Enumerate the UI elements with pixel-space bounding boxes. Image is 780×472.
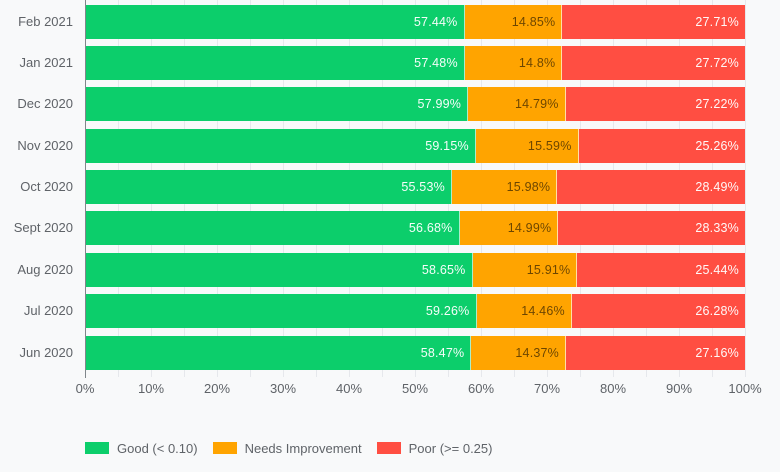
bar-segment-needs-improvement[interactable]: 14.85% — [464, 4, 563, 39]
bar-segment-good[interactable]: 59.15% — [86, 128, 476, 163]
bar-row: 58.65% 15.91% 25.44% — [86, 252, 745, 287]
bar-segment-poor[interactable]: 27.22% — [565, 87, 745, 122]
bar-segment-needs-improvement[interactable]: 14.8% — [464, 45, 563, 80]
legend-item[interactable]: Good (< 0.10) — [85, 441, 198, 456]
x-axis-label: 70% — [533, 381, 561, 396]
bar-value-label: 59.26% — [425, 304, 470, 319]
x-axis-label: 20% — [203, 381, 231, 396]
plot-area: 57.44% 14.85% 27.71% 57.48% 14.8% 27.72% 57.99… — [85, 0, 746, 378]
x-axis-label: 50% — [401, 381, 429, 396]
legend-item[interactable]: Needs Improvement — [212, 440, 362, 456]
y-axis-label: Nov 2020 — [17, 137, 73, 153]
bar-value-label: 56.68% — [408, 221, 453, 236]
bar-segment-poor[interactable]: 25.44% — [577, 252, 745, 287]
bar-value-label: 57.44% — [413, 14, 458, 29]
bar-segment-good[interactable]: 57.48% — [86, 45, 465, 80]
bar-segment-poor[interactable]: 28.49% — [557, 170, 745, 204]
bar-row: 57.44% 14.85% 27.71% — [86, 4, 745, 39]
bar-row: 55.53% 15.98% 28.49% — [86, 170, 745, 204]
bar-segment-needs-improvement[interactable]: 14.37% — [471, 335, 566, 370]
x-axis-label: 40% — [335, 381, 363, 396]
bar-value-label: 14.46% — [521, 304, 565, 319]
x-axis-label: 10% — [137, 381, 165, 396]
bar-value-label: 58.47% — [420, 345, 465, 360]
bar-segment-good[interactable]: 59.26% — [86, 294, 477, 329]
y-axis-label: Aug 2020 — [17, 261, 73, 277]
bar-segment-poor[interactable]: 27.16% — [566, 335, 745, 370]
bar-value-label: 28.33% — [695, 221, 739, 236]
y-axis-label: Oct 2020 — [20, 179, 73, 194]
bar-segment-needs-improvement[interactable]: 14.79% — [468, 87, 566, 122]
bar-row: 58.47% 14.37% 27.16% — [86, 335, 745, 370]
x-axis-label: 30% — [269, 381, 297, 396]
bar-value-label: 57.99% — [417, 97, 462, 112]
bar-segment-poor[interactable]: 28.33% — [558, 211, 745, 246]
y-axis-label: Sept 2020 — [13, 220, 73, 236]
y-axis-label: Dec 2020 — [17, 96, 73, 112]
legend-label: Poor (>= 0.25) — [408, 440, 493, 456]
gridline — [745, 0, 746, 377]
bar-value-label: 26.28% — [695, 304, 739, 319]
bar-value-label: 14.37% — [515, 345, 559, 360]
bar-value-label: 27.72% — [695, 55, 739, 70]
bar-value-label: 55.53% — [401, 180, 445, 194]
bar-segment-good[interactable]: 55.53% — [86, 170, 452, 204]
bar-value-label: 14.85% — [511, 14, 556, 29]
x-axis-label: 90% — [665, 381, 693, 396]
bar-segment-needs-improvement[interactable]: 14.46% — [476, 294, 572, 329]
bar-value-label: 14.79% — [514, 97, 559, 112]
bar-row: 57.99% 14.79% 27.22% — [86, 87, 745, 122]
bar-value-label: 14.99% — [507, 221, 552, 236]
bar-segment-good[interactable]: 57.99% — [86, 87, 469, 122]
x-axis-label: 80% — [599, 381, 627, 396]
bar-value-label: 15.91% — [526, 262, 571, 277]
x-axis-label: 60% — [467, 381, 495, 396]
bar-segment-good[interactable]: 56.68% — [86, 211, 460, 246]
bar-segment-needs-improvement[interactable]: 14.99% — [459, 211, 559, 246]
legend-label: Needs Improvement — [244, 440, 362, 456]
bar-value-label: 58.65% — [421, 262, 466, 277]
bar-value-label: 15.98% — [506, 180, 551, 194]
bar-value-label: 59.15% — [425, 138, 469, 153]
bar-segment-good[interactable]: 57.44% — [86, 4, 465, 39]
bar-segment-good[interactable]: 58.65% — [86, 252, 473, 287]
bar-value-label: 27.16% — [695, 345, 739, 360]
bar-value-label: 15.59% — [527, 138, 572, 153]
bar-segment-poor[interactable]: 27.72% — [562, 45, 745, 80]
bar-value-label: 25.26% — [695, 138, 739, 153]
bar-value-label: 57.48% — [414, 55, 458, 70]
y-axis-label: Jan 2021 — [19, 54, 74, 70]
bar-row: 57.48% 14.8% 27.72% — [86, 45, 745, 80]
bar-value-label: 28.49% — [695, 180, 739, 194]
bar-segment-good[interactable]: 58.47% — [86, 335, 472, 370]
bar-value-label: 27.71% — [695, 14, 739, 29]
bar-value-label: 14.8% — [518, 55, 556, 70]
legend-swatch-needs-improvement — [212, 442, 237, 454]
bar-segment-needs-improvement[interactable]: 15.98% — [451, 170, 558, 204]
x-axis-label: 100% — [728, 381, 762, 396]
legend-swatch-good — [85, 442, 109, 454]
bar-value-label: 25.44% — [695, 262, 739, 277]
axis-baseline — [85, 0, 86, 378]
x-axis-label: 0% — [75, 381, 95, 396]
bar-segment-needs-improvement[interactable]: 15.59% — [475, 128, 579, 163]
bar-segment-poor[interactable]: 26.28% — [571, 294, 745, 329]
bar-row: 59.26% 14.46% 26.28% — [86, 294, 745, 329]
bar-row: 56.68% 14.99% 28.33% — [86, 211, 745, 246]
legend-item[interactable]: Poor (>= 0.25) — [376, 440, 493, 456]
bar-value-label: 27.22% — [695, 97, 739, 112]
y-axis-label: Jul 2020 — [23, 303, 73, 319]
chart-legend: Good (< 0.10) Needs Improvement Poor (>= 0… — [85, 440, 493, 456]
y-axis-label: Jun 2020 — [19, 344, 74, 360]
bar-row: 59.15% 15.59% 25.26% — [86, 128, 745, 163]
bar-segment-needs-improvement[interactable]: 15.91% — [472, 252, 578, 287]
legend-swatch-poor — [376, 442, 401, 454]
bar-segment-poor[interactable]: 25.26% — [578, 128, 745, 163]
y-axis-label: Feb 2021 — [18, 13, 73, 29]
bar-segment-poor[interactable]: 27.71% — [562, 4, 745, 39]
legend-label: Good (< 0.10) — [117, 440, 198, 456]
